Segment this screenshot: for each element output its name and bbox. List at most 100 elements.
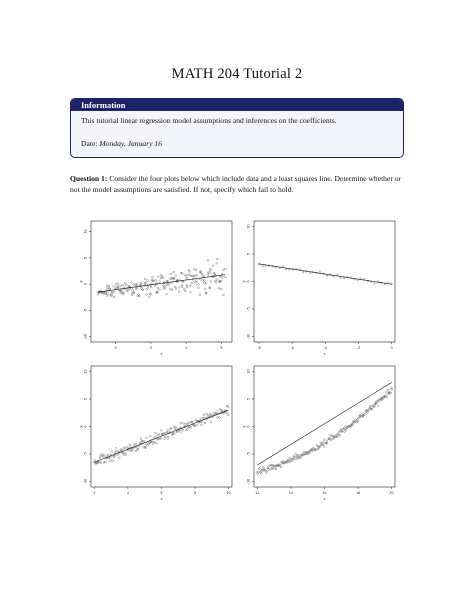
data-point <box>187 425 191 428</box>
data-point <box>207 415 210 418</box>
data-point <box>159 438 162 441</box>
data-point <box>178 286 181 289</box>
data-point <box>169 430 172 433</box>
data-point <box>189 284 192 288</box>
data-point <box>110 450 113 453</box>
data-point <box>227 405 230 408</box>
data-point <box>306 450 309 453</box>
question-label: Question 1: <box>70 174 108 183</box>
data-point <box>380 281 383 285</box>
data-point <box>275 464 278 468</box>
data-point <box>143 284 146 287</box>
data-point <box>134 449 138 452</box>
data-point <box>197 420 200 423</box>
data-point <box>206 271 209 274</box>
data-point <box>179 430 182 433</box>
data-point <box>366 411 369 414</box>
data-point <box>152 279 155 282</box>
data-point <box>356 418 359 421</box>
question-1: Question 1: Consider the four plots belo… <box>70 173 406 195</box>
data-point <box>115 450 118 453</box>
data-point <box>179 421 182 425</box>
data-point <box>335 434 338 437</box>
data-point <box>140 437 143 440</box>
data-point <box>155 441 158 445</box>
data-point <box>358 415 362 418</box>
x-tick-label: 20 <box>390 491 394 495</box>
data-point <box>181 285 184 288</box>
data-point <box>222 412 225 415</box>
y-tick-label: 10 <box>84 370 88 374</box>
data-point <box>177 427 181 431</box>
x-tick-label: 6 <box>161 491 163 495</box>
least-squares-line <box>258 263 392 285</box>
y-tick-label: 0 <box>247 426 251 428</box>
data-point <box>388 391 391 394</box>
data-point <box>203 279 206 282</box>
data-point <box>331 437 334 440</box>
data-point <box>352 420 355 423</box>
data-point <box>286 458 290 462</box>
data-point <box>122 291 125 294</box>
date-value: Monday, January 16 <box>99 139 162 148</box>
data-point <box>184 289 187 292</box>
data-point <box>191 274 194 277</box>
least-squares-line <box>98 274 225 293</box>
data-point <box>195 268 198 272</box>
data-point <box>134 285 137 288</box>
data-point <box>191 420 194 424</box>
data-point <box>151 441 154 444</box>
data-point <box>142 440 145 443</box>
data-point <box>108 287 111 290</box>
y-tick-label: 5 <box>247 253 251 255</box>
data-point <box>94 463 97 466</box>
data-point <box>134 288 138 291</box>
data-point <box>372 405 375 409</box>
data-point <box>338 433 342 436</box>
data-point <box>202 413 206 416</box>
data-point <box>165 292 168 296</box>
data-point <box>98 290 101 293</box>
data-point <box>172 276 175 280</box>
data-point <box>156 291 159 294</box>
data-point <box>382 395 386 398</box>
data-point <box>149 435 152 438</box>
y-tick-label: 0 <box>247 281 251 283</box>
data-point <box>218 408 221 411</box>
data-point <box>318 446 321 449</box>
data-point <box>370 408 373 411</box>
data-point <box>141 440 144 443</box>
data-point <box>360 415 363 418</box>
data-point <box>153 284 157 287</box>
data-point <box>264 264 267 267</box>
data-point <box>193 268 196 271</box>
data-point <box>115 283 118 286</box>
data-point <box>107 456 110 459</box>
data-point <box>295 455 298 458</box>
data-point <box>282 460 285 463</box>
data-point <box>324 442 328 445</box>
data-point <box>273 466 276 469</box>
data-point <box>127 285 130 288</box>
data-point <box>277 464 280 467</box>
data-point <box>193 424 196 427</box>
data-point <box>212 415 215 418</box>
data-point <box>294 457 297 460</box>
data-point <box>263 469 266 472</box>
data-point <box>97 460 100 463</box>
data-point <box>140 282 143 285</box>
data-point <box>201 274 204 277</box>
data-point <box>159 277 163 280</box>
data-point <box>283 461 286 464</box>
data-point <box>200 420 204 423</box>
data-point <box>379 398 383 401</box>
x-axis-label: x <box>324 496 326 501</box>
data-point <box>315 448 318 451</box>
data-point <box>206 417 209 420</box>
data-point <box>261 469 264 472</box>
data-point <box>118 290 121 293</box>
data-point <box>151 276 154 279</box>
data-point <box>332 274 335 278</box>
data-point <box>162 276 165 279</box>
